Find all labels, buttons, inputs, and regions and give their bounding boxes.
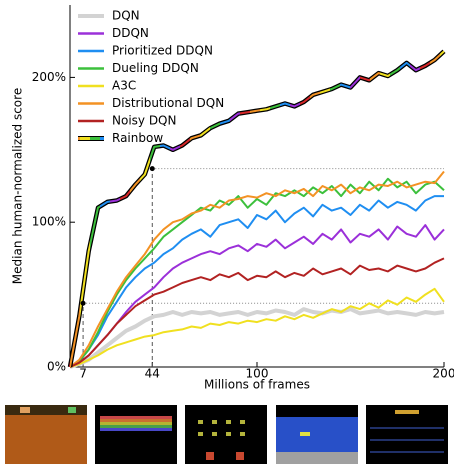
reference-point — [81, 301, 86, 306]
legend-label: DQN — [112, 9, 140, 23]
line — [70, 225, 444, 367]
thumbnail-detail — [68, 407, 76, 413]
y-tick-label: 0% — [47, 360, 66, 374]
legend-label: Rainbow — [112, 131, 163, 145]
thumbnail-detail — [206, 452, 214, 460]
legend-label: A3C — [112, 79, 136, 93]
thumbnail-detail — [100, 428, 172, 431]
line — [70, 309, 444, 367]
legend-label: Noisy DQN — [112, 114, 176, 128]
x-tick-label: 7 — [79, 367, 87, 381]
legend-swatch — [78, 137, 104, 140]
y-tick-label: 200% — [32, 70, 66, 84]
legend-label: DDQN — [112, 26, 149, 40]
y-axis-label: Median human-normalized score — [11, 88, 25, 284]
chart: Median human-normalized score Millions o… — [0, 0, 454, 464]
thumbnail-detail — [236, 452, 244, 460]
line — [70, 172, 444, 368]
x-tick-label: 200 — [433, 367, 454, 381]
x-tick-label: 44 — [145, 367, 160, 381]
y-tick-label: 100% — [32, 215, 66, 229]
thumbnail-detail — [100, 425, 172, 428]
thumbnail-detail — [100, 416, 172, 419]
thumbnail-detail — [20, 407, 30, 413]
thumbnail-detail — [100, 419, 172, 422]
thumbnail-detail — [300, 432, 310, 436]
thumbnail-detail — [395, 410, 419, 414]
game-thumbnails — [5, 405, 448, 464]
line — [70, 289, 444, 367]
thumbnail — [95, 405, 177, 464]
thumbnail-detail — [276, 452, 358, 464]
legend-label: Distributional DQN — [112, 96, 224, 110]
x-tick-label: 100 — [246, 367, 269, 381]
thumbnail-detail — [100, 422, 172, 425]
legend-label: Prioritized DDQN — [112, 44, 213, 58]
thumbnail-detail — [276, 405, 358, 417]
legend-label: Dueling DDQN — [112, 61, 199, 75]
reference-point — [150, 166, 155, 171]
